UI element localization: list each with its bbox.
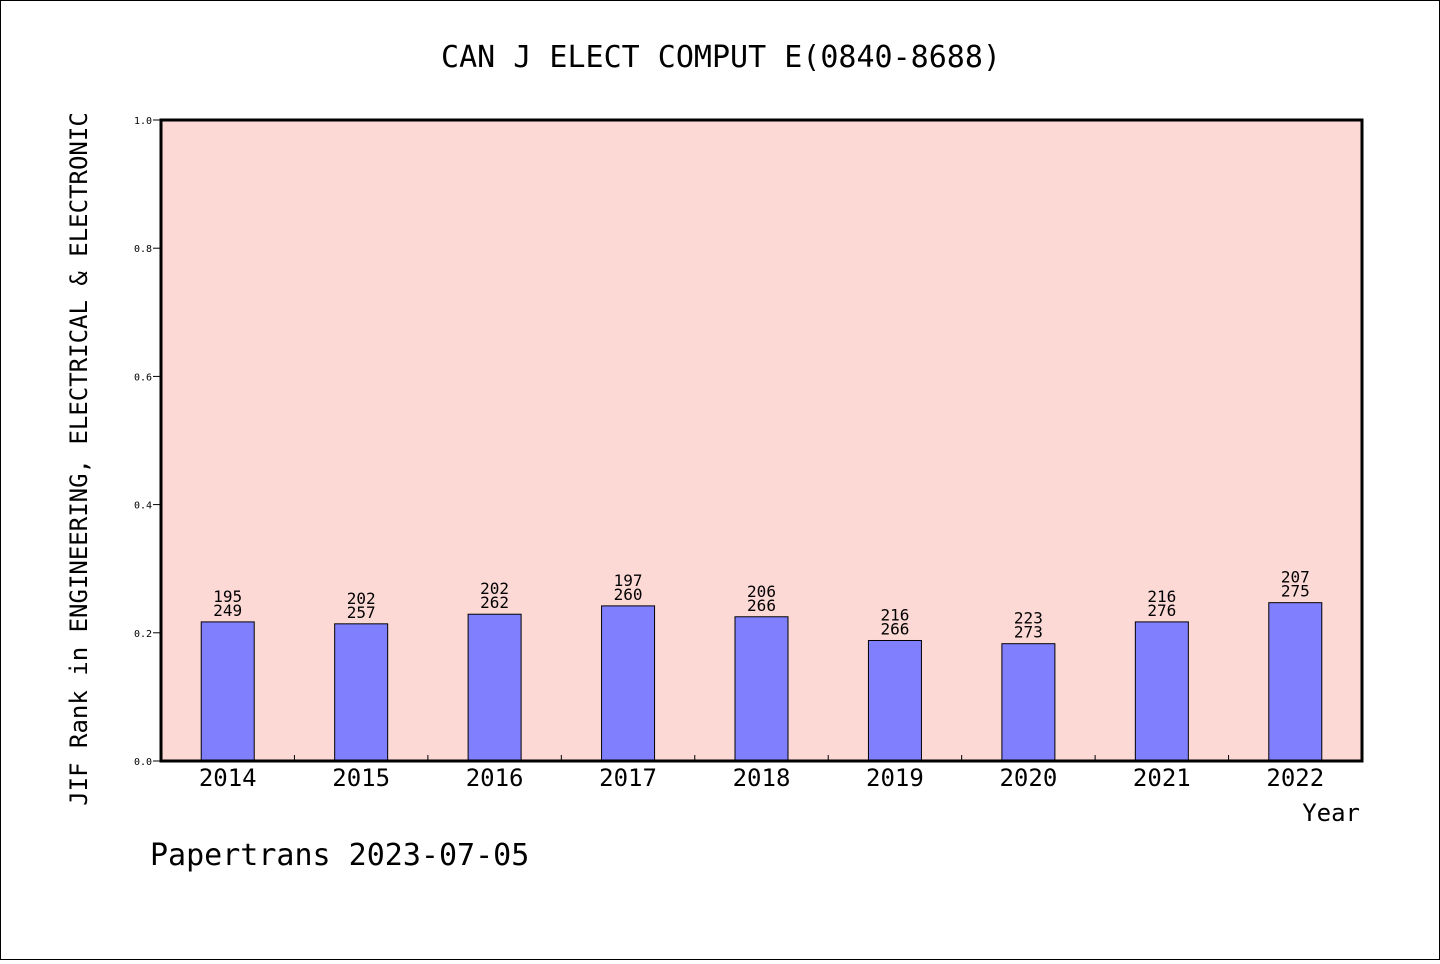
bar-rank-label: 197 — [614, 571, 643, 590]
y-axis-label: JIF Rank in ENGINEERING, ELECTRICAL & EL… — [65, 112, 93, 806]
bar — [467, 613, 522, 762]
bar-rank-label: 216 — [1147, 587, 1176, 606]
x-tick-label: 2015 — [332, 764, 390, 792]
bar-rank-label: 216 — [880, 605, 909, 624]
x-tick-label: 2017 — [599, 764, 657, 792]
bar-rank-label: 206 — [747, 582, 776, 601]
bar-total-label: 257 — [347, 603, 376, 622]
plot-border — [159, 118, 1364, 763]
bar — [200, 621, 255, 762]
x-tick-label: 2018 — [733, 764, 791, 792]
bar — [867, 639, 922, 762]
bar-total-label: 266 — [747, 596, 776, 615]
y-tick-label: 0.0 — [134, 757, 152, 768]
bar — [734, 616, 789, 762]
bar-total-label: 262 — [480, 593, 509, 612]
y-tick-label: 1.0 — [134, 116, 152, 127]
x-tick-label: 2016 — [466, 764, 524, 792]
bar-total-label: 249 — [213, 601, 242, 620]
y-tick-label: 0.2 — [134, 629, 152, 640]
x-tick-label: 2014 — [199, 764, 257, 792]
bar-rank-label: 195 — [213, 587, 242, 606]
bar-total-label: 266 — [880, 619, 909, 638]
y-axis: 0.0 0.2 0.4 0.6 0.8 1.0 — [134, 116, 161, 768]
footer-text: Papertrans 2023-07-05 — [150, 838, 529, 873]
bar-rank-label: 207 — [1281, 568, 1310, 587]
bar-total-label: 275 — [1281, 582, 1310, 601]
bar — [1001, 643, 1056, 762]
x-tick-label: 2022 — [1266, 764, 1324, 792]
bar — [334, 623, 389, 762]
bar — [601, 605, 656, 762]
x-tick-label: 2021 — [1133, 764, 1191, 792]
y-tick-label: 0.4 — [134, 501, 152, 512]
chart-title: CAN J ELECT COMPUT E(0840-8688) — [441, 40, 1001, 75]
x-axis: 2014 2015 2016 2017 2018 2019 2020 2021 2022 — [199, 755, 1324, 792]
bar-total-label: 260 — [614, 585, 643, 604]
x-axis-label: Year — [1302, 799, 1360, 827]
bar-rank-label: 223 — [1014, 609, 1043, 628]
x-tick-label: 2020 — [999, 764, 1057, 792]
bar-rank-label: 202 — [347, 589, 376, 608]
bar — [1268, 602, 1323, 762]
y-tick-label: 0.6 — [134, 372, 152, 383]
bar-total-label: 273 — [1014, 623, 1043, 642]
x-tick-label: 2019 — [866, 764, 924, 792]
y-tick-label: 0.8 — [134, 244, 152, 255]
bar-total-label: 276 — [1147, 601, 1176, 620]
bar — [1134, 621, 1189, 762]
bar-rank-label: 202 — [480, 579, 509, 598]
